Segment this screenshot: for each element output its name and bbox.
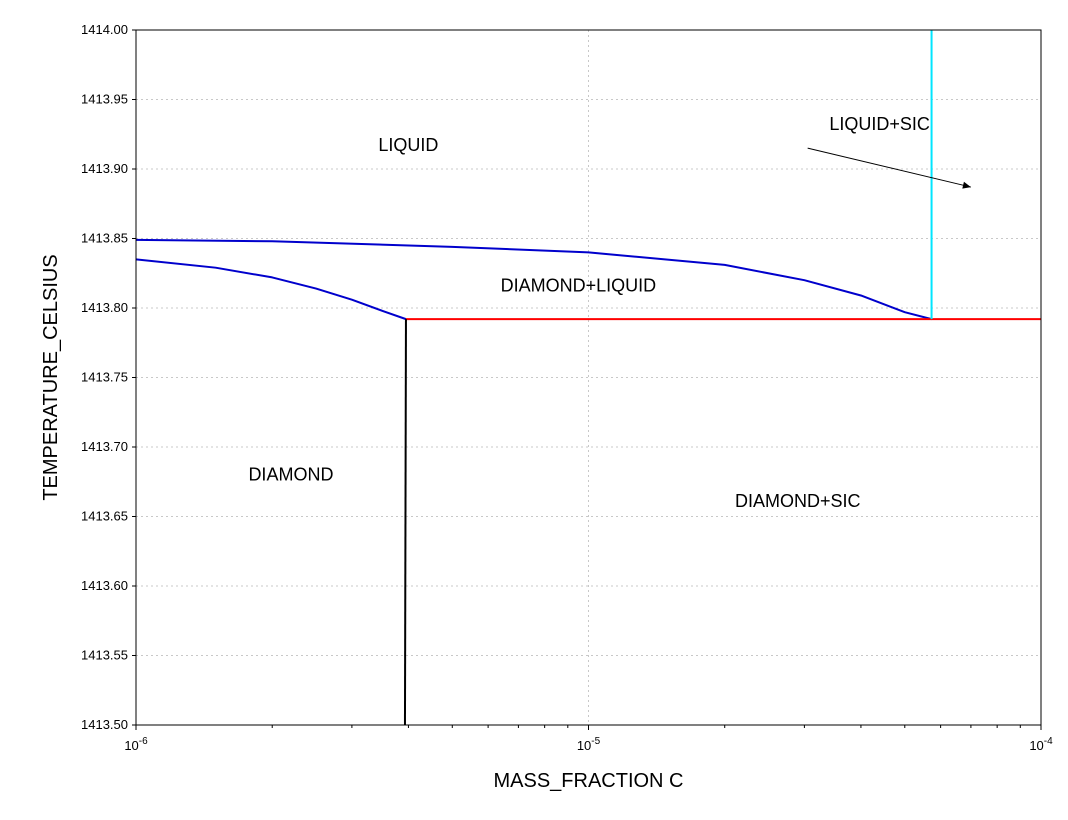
y-tick-label: 1413.55 [81, 648, 128, 663]
y-tick-label: 1414.00 [81, 22, 128, 37]
y-tick-label: 1413.70 [81, 439, 128, 454]
x-tick-label: 10-4 [1029, 736, 1053, 753]
region-label-diamond-sic: DIAMOND+SIC [735, 491, 861, 511]
y-tick-label: 1413.65 [81, 509, 128, 524]
y-axis-ticks: 1413.50 1413.55 1413.60 1413.65 1413.70 1413.… [81, 22, 136, 732]
phase-boundary-lines [135, 30, 1041, 726]
annotation-arrow-line [807, 147, 972, 188]
y-tick-label: 1413.90 [81, 161, 128, 176]
region-label-diamond-liquid: DIAMOND+LIQUID [501, 275, 657, 295]
y-tick-label: 1413.80 [81, 300, 128, 315]
phase-boundary-1 [135, 238, 932, 321]
x-tick-label: 10-6 [124, 736, 148, 753]
x-tick-label: 10-5 [577, 736, 601, 753]
x-axis-title: MASS_FRACTION C [493, 770, 683, 792]
phase-boundary-2 [135, 258, 407, 321]
y-tick-label: 1413.95 [81, 92, 128, 107]
region-label-liquid: LIQUID [378, 135, 438, 155]
y-tick-label: 1413.60 [81, 578, 128, 593]
region-label-liquid-sic: LIQUID+SIC [829, 114, 930, 134]
y-tick-label: 1413.85 [81, 231, 128, 246]
phase-boundary-4 [403, 319, 407, 726]
annotation-arrow-head [962, 181, 971, 189]
y-tick-label: 1413.50 [81, 717, 128, 732]
region-label-diamond: DIAMOND [248, 464, 333, 484]
grid-lines [136, 30, 1041, 725]
x-axis-ticks: 10-6 10-5 10-4 [124, 725, 1053, 753]
y-axis-title: TEMPERATURE_CELSIUS [40, 254, 62, 500]
y-tick-label: 1413.75 [81, 370, 128, 385]
region-labels: LIQUID LIQUID+SIC DIAMOND+LIQUID DIAMOND DIA… [248, 114, 972, 511]
